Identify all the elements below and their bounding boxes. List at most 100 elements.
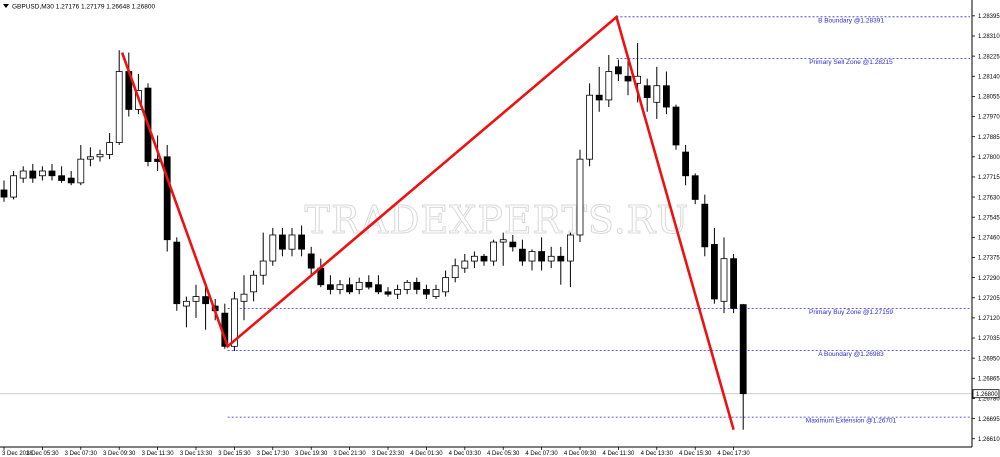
price-tick-label: 1.27885 <box>978 135 1000 141</box>
price-tick-label: 1.27630 <box>978 195 1000 201</box>
price-tick-label: 1.28055 <box>978 95 1000 101</box>
candle <box>269 227 277 266</box>
candle-body-bull <box>567 234 574 262</box>
time-tick-label: 3 Dec 09:30 <box>103 451 136 457</box>
candle <box>202 282 210 330</box>
candle-body-bear <box>346 284 354 293</box>
price-tick-label: 1.28225 <box>978 54 1000 60</box>
candles <box>0 43 747 430</box>
candle <box>605 54 613 108</box>
candle-body-bull <box>269 234 277 262</box>
candle-body-bear <box>202 296 210 305</box>
candle-body-bull <box>106 142 113 155</box>
candle <box>711 227 718 304</box>
time-tick-label: 4 Dec 03:30 <box>449 451 482 457</box>
time-tick-label: 3 Dec 23:30 <box>372 451 405 457</box>
plot-area <box>0 0 972 447</box>
candle-body-bear <box>29 170 37 179</box>
price-tick-label: 1.28310 <box>978 34 1000 40</box>
candle <box>663 71 670 115</box>
candle-body-bull <box>182 300 190 307</box>
candle-body-bull <box>461 260 469 269</box>
candle <box>432 284 440 299</box>
candle-body-bear <box>509 241 517 248</box>
candle-body-bull <box>115 71 123 143</box>
candle-body-bear <box>67 177 75 184</box>
level-label: Maximum Extension @1.26701 <box>806 418 897 425</box>
time-tick-label: 4 Dec 15:30 <box>679 451 712 457</box>
candle-body-bull <box>87 156 94 160</box>
candle-body-bull <box>403 281 411 290</box>
candle <box>480 253 488 266</box>
candle-body-bear <box>365 281 373 288</box>
price-tick-label: 1.27460 <box>978 236 1000 242</box>
candle-body-bear <box>58 175 65 181</box>
candle-body-bull <box>336 284 344 290</box>
candle-body-bull <box>394 289 402 295</box>
chart-header: GBPUSD,M30 1.27176 1.27179 1.26648 1.268… <box>3 4 155 11</box>
candle-body-bear <box>643 85 651 98</box>
candle-body-bear <box>278 234 286 250</box>
price-tick-label: 1.26950 <box>978 356 1000 362</box>
candle-body-bull <box>39 170 46 177</box>
candle <box>653 66 661 119</box>
time-tick-label: 4 Dec 07:30 <box>525 451 558 457</box>
level-label: Primary Buy Zone @1.27159 <box>809 309 893 316</box>
level-label: A Boundary @1.26983 <box>818 351 884 358</box>
price-tick-label: 1.27715 <box>978 175 1000 181</box>
candle <box>48 163 56 181</box>
candle <box>298 225 306 257</box>
candle-body-bear <box>384 291 392 295</box>
price-tick-label: 1.27375 <box>978 256 1000 262</box>
candle <box>499 232 507 266</box>
candle-body-bull <box>230 298 238 347</box>
time-tick-label: 4 Dec 17:30 <box>717 451 750 457</box>
time-tick-label: 4 Dec 01:30 <box>410 451 443 457</box>
price-tick-label: 1.28395 <box>978 14 1000 20</box>
candle-body-bear <box>307 253 315 269</box>
candle-body-bull <box>720 258 728 302</box>
current-price-box <box>972 389 1000 399</box>
candle-body-bear <box>163 156 171 241</box>
price-tick-label: 1.27120 <box>978 316 1000 322</box>
watermark: TRADEXPERTS.RU <box>304 198 689 243</box>
candle <box>422 284 430 299</box>
candle <box>106 133 113 160</box>
level-lines: B Boundary @1.28391 Primary Sell Zone @1.… <box>0 16 972 425</box>
candle <box>96 149 104 162</box>
candle-body-bear <box>691 175 699 200</box>
candle-body-bear <box>0 189 8 198</box>
candle <box>451 258 459 283</box>
candle <box>374 275 382 295</box>
candle <box>346 277 354 295</box>
candle <box>672 104 680 150</box>
symbol-dropdown-icon[interactable] <box>3 4 9 8</box>
pattern-line <box>120 14 735 431</box>
time-tick-label: 3 Dec 21:30 <box>333 451 366 457</box>
candle-body-bull <box>442 277 450 293</box>
candle-body-bear <box>173 241 181 305</box>
candle-body-bull <box>490 241 498 262</box>
time-tick-label: 3 Dec 07:30 <box>65 451 98 457</box>
time-tick-label: 4 Dec 13:30 <box>641 451 674 457</box>
candle <box>576 149 584 243</box>
price-tick-label: 1.28140 <box>978 74 1000 80</box>
candle-body-bull <box>77 158 85 184</box>
time-tick-label: 3 Dec 13:30 <box>180 451 213 457</box>
candle <box>58 166 65 183</box>
candle-body-bull <box>499 239 507 243</box>
candle <box>586 83 593 167</box>
time-tick-label: 3 Dec 15:30 <box>218 451 251 457</box>
candle-body-bear <box>413 281 421 290</box>
candle-body-bear <box>701 203 709 248</box>
candle-body-bear <box>557 255 565 262</box>
candle <box>67 171 75 186</box>
candle-body-bear <box>615 66 622 75</box>
candle-body-bear <box>374 284 382 293</box>
candle <box>691 173 699 205</box>
candle-body-bear <box>663 85 670 108</box>
candle <box>77 144 85 186</box>
candle <box>10 171 18 200</box>
candle <box>643 78 651 112</box>
